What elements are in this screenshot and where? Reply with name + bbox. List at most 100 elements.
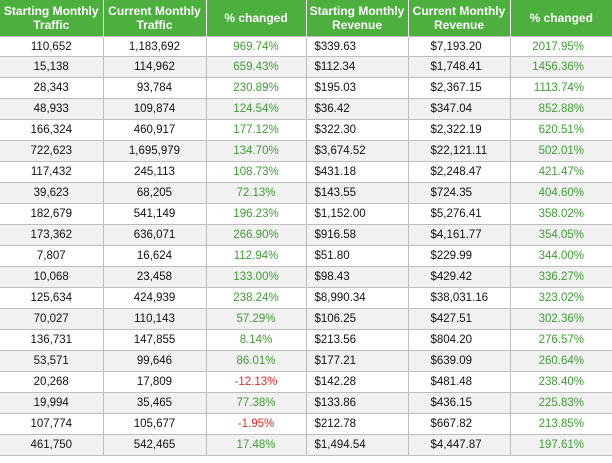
revenue-pct-changed-cell: 852.88% xyxy=(510,98,612,120)
traffic-pct-changed-cell: 17.48% xyxy=(206,434,307,456)
starting-revenue-cell: $51.80 xyxy=(306,245,409,267)
table-row: 48,933 109,874 124.54% $36.42 $347.04 852.88% xyxy=(0,98,612,120)
starting-revenue-cell: $431.18 xyxy=(306,161,409,183)
header-revenue-pct-changed: % changed xyxy=(510,0,612,37)
current-traffic-cell: 460,917 xyxy=(103,119,207,141)
starting-traffic-cell: 110,652 xyxy=(0,36,104,57)
starting-traffic-cell: 107,774 xyxy=(0,413,104,435)
starting-traffic-cell: 166,324 xyxy=(0,119,104,141)
revenue-pct-changed-cell: 197.61% xyxy=(510,434,612,456)
table-header: Starting Monthly Traffic Current Monthly… xyxy=(0,0,612,37)
starting-traffic-cell: 125,634 xyxy=(0,287,104,309)
starting-traffic-cell: 20,268 xyxy=(0,371,104,393)
traffic-pct-changed-cell: 659.43% xyxy=(206,56,307,78)
table-row: 39,623 68,205 72.13% $143.55 $724.35 404.60% xyxy=(0,182,612,204)
current-traffic-cell: 35,465 xyxy=(103,392,207,414)
current-traffic-cell: 105,677 xyxy=(103,413,207,435)
table-row: 107,774 105,677 -1.95% $212.78 $667.82 213.85… xyxy=(0,413,612,435)
current-revenue-cell: $4,447.87 xyxy=(408,434,511,456)
revenue-pct-changed-cell: 2017.95% xyxy=(510,36,612,57)
traffic-pct-changed-cell: -1.95% xyxy=(206,413,307,435)
current-traffic-cell: 1,183,692 xyxy=(103,36,207,57)
revenue-pct-changed-cell: 344.00% xyxy=(510,245,612,267)
revenue-pct-changed-cell: 336.27% xyxy=(510,266,612,288)
table-row: 722,623 1,695,979 134.70% $3,674.52 $22,121.… xyxy=(0,140,612,162)
traffic-pct-changed-cell: 196.23% xyxy=(206,203,307,225)
current-traffic-cell: 245,113 xyxy=(103,161,207,183)
header-traffic-pct-changed: % changed xyxy=(206,0,307,37)
current-traffic-cell: 636,071 xyxy=(103,224,207,246)
current-revenue-cell: $2,322.19 xyxy=(408,119,511,141)
traffic-pct-changed-cell: 230.89% xyxy=(206,77,307,99)
revenue-pct-changed-cell: 404.60% xyxy=(510,182,612,204)
starting-revenue-cell: $106.25 xyxy=(306,308,409,330)
traffic-pct-changed-cell: 72.13% xyxy=(206,182,307,204)
table-body: 110,652 1,183,692 969.74% $339.63 $7,193.20 2… xyxy=(0,36,612,456)
current-revenue-cell: $429.42 xyxy=(408,266,511,288)
current-traffic-cell: 16,624 xyxy=(103,245,207,267)
current-revenue-cell: $2,248.47 xyxy=(408,161,511,183)
starting-revenue-cell: $213.56 xyxy=(306,329,409,351)
revenue-pct-changed-cell: 260.64% xyxy=(510,350,612,372)
starting-traffic-cell: 48,933 xyxy=(0,98,104,120)
current-revenue-cell: $229.99 xyxy=(408,245,511,267)
current-traffic-cell: 1,695,979 xyxy=(103,140,207,162)
revenue-pct-changed-cell: 213.85% xyxy=(510,413,612,435)
table-row: 182,679 541,149 196.23% $1,152.00 $5,276.41 3… xyxy=(0,203,612,225)
starting-traffic-cell: 39,623 xyxy=(0,182,104,204)
table-row: 28,343 93,784 230.89% $195.03 $2,367.15 1113.… xyxy=(0,77,612,99)
header-row: Starting Monthly Traffic Current Monthly… xyxy=(0,0,612,37)
starting-revenue-cell: $3,674.52 xyxy=(306,140,409,162)
traffic-pct-changed-cell: 108.73% xyxy=(206,161,307,183)
table-row: 110,652 1,183,692 969.74% $339.63 $7,193.20 2… xyxy=(0,36,612,57)
table-row: 166,324 460,917 177.12% $322.30 $2,322.19 620… xyxy=(0,119,612,141)
current-traffic-cell: 424,939 xyxy=(103,287,207,309)
revenue-pct-changed-cell: 323.02% xyxy=(510,287,612,309)
traffic-pct-changed-cell: 57.29% xyxy=(206,308,307,330)
starting-revenue-cell: $142.28 xyxy=(306,371,409,393)
starting-revenue-cell: $1,494.54 xyxy=(306,434,409,456)
current-revenue-cell: $427.51 xyxy=(408,308,511,330)
header-current-traffic: Current Monthly Traffic xyxy=(103,0,207,37)
starting-traffic-cell: 136,731 xyxy=(0,329,104,351)
starting-traffic-cell: 7,807 xyxy=(0,245,104,267)
revenue-pct-changed-cell: 225.83% xyxy=(510,392,612,414)
revenue-pct-changed-cell: 238.40% xyxy=(510,371,612,393)
current-revenue-cell: $667.82 xyxy=(408,413,511,435)
starting-traffic-cell: 173,362 xyxy=(0,224,104,246)
starting-revenue-cell: $36.42 xyxy=(306,98,409,120)
starting-revenue-cell: $8,990.34 xyxy=(306,287,409,309)
traffic-pct-changed-cell: 134.70% xyxy=(206,140,307,162)
revenue-pct-changed-cell: 276.57% xyxy=(510,329,612,351)
table-row: 117,432 245,113 108.73% $431.18 $2,248.47 421… xyxy=(0,161,612,183)
traffic-pct-changed-cell: 112.94% xyxy=(206,245,307,267)
current-traffic-cell: 542,465 xyxy=(103,434,207,456)
table-row: 70,027 110,143 57.29% $106.25 $427.51 302.36% xyxy=(0,308,612,330)
current-traffic-cell: 17,809 xyxy=(103,371,207,393)
starting-revenue-cell: $322.30 xyxy=(306,119,409,141)
starting-revenue-cell: $916.58 xyxy=(306,224,409,246)
starting-traffic-cell: 722,623 xyxy=(0,140,104,162)
revenue-pct-changed-cell: 1113.74% xyxy=(510,77,612,99)
current-traffic-cell: 541,149 xyxy=(103,203,207,225)
starting-traffic-cell: 28,343 xyxy=(0,77,104,99)
table-row: 10,068 23,458 133.00% $98.43 $429.42 336.27% xyxy=(0,266,612,288)
starting-traffic-cell: 70,027 xyxy=(0,308,104,330)
table-row: 173,362 636,071 266.90% $916.58 $4,161.77 354… xyxy=(0,224,612,246)
table-row: 461,750 542,465 17.48% $1,494.54 $4,447.87 19… xyxy=(0,434,612,456)
starting-revenue-cell: $143.55 xyxy=(306,182,409,204)
header-starting-traffic: Starting Monthly Traffic xyxy=(0,0,104,37)
traffic-pct-changed-cell: 266.90% xyxy=(206,224,307,246)
current-traffic-cell: 110,143 xyxy=(103,308,207,330)
starting-traffic-cell: 461,750 xyxy=(0,434,104,456)
current-traffic-cell: 99,646 xyxy=(103,350,207,372)
table-row: 125,634 424,939 238.24% $8,990.34 $38,031.16… xyxy=(0,287,612,309)
traffic-pct-changed-cell: 177.12% xyxy=(206,119,307,141)
revenue-pct-changed-cell: 620.51% xyxy=(510,119,612,141)
revenue-pct-changed-cell: 1456.36% xyxy=(510,56,612,78)
traffic-pct-changed-cell: 133.00% xyxy=(206,266,307,288)
current-traffic-cell: 114,962 xyxy=(103,56,207,78)
starting-revenue-cell: $112.34 xyxy=(306,56,409,78)
current-revenue-cell: $2,367.15 xyxy=(408,77,511,99)
